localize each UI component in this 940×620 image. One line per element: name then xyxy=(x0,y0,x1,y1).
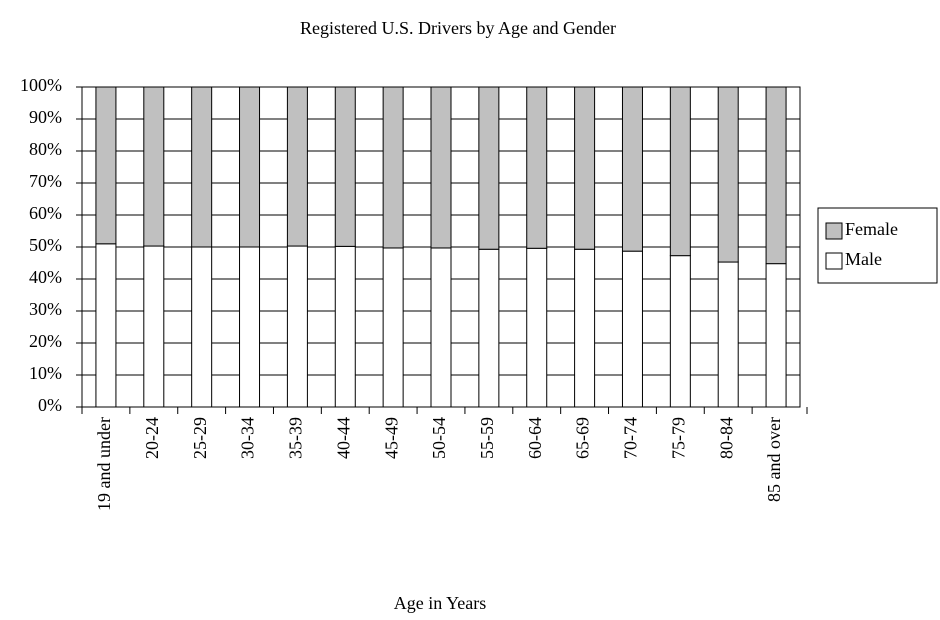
bar-segment xyxy=(669,86,691,257)
legend-label: Male xyxy=(845,249,882,269)
bar-segment xyxy=(717,86,739,263)
x-tick-label: 35-39 xyxy=(286,417,306,459)
bar-segment xyxy=(669,255,691,408)
x-tick-label: 85 and over xyxy=(764,417,784,502)
y-tick-label: 20% xyxy=(29,331,62,351)
bar-segment xyxy=(574,248,596,408)
bar-segment xyxy=(239,86,261,248)
x-tick-label: 55-59 xyxy=(477,417,497,459)
bar-segment xyxy=(765,263,787,408)
chart-title: Registered U.S. Drivers by Age and Gende… xyxy=(300,18,616,38)
x-tick-label: 40-44 xyxy=(333,417,353,459)
x-axis-label: Age in Years xyxy=(394,593,487,613)
bar-segment xyxy=(478,86,500,250)
x-tick-label: 25-29 xyxy=(190,417,210,459)
bar-segment xyxy=(191,246,213,408)
x-tick-label: 45-49 xyxy=(381,417,401,459)
x-tick-label: 80-84 xyxy=(716,417,736,459)
bar-segment xyxy=(286,245,308,408)
x-tick-label: 19 and under xyxy=(94,417,114,511)
y-tick-label: 80% xyxy=(29,139,62,159)
x-tick-label: 60-64 xyxy=(525,417,545,459)
bar-segment xyxy=(621,250,643,408)
legend-box xyxy=(817,207,938,284)
y-tick-label: 60% xyxy=(29,203,62,223)
bar-segment xyxy=(239,246,261,408)
bar-segment xyxy=(526,247,548,408)
y-tick-label: 30% xyxy=(29,299,62,319)
x-tick-label: 20-24 xyxy=(142,417,162,459)
bar-segment xyxy=(143,86,165,247)
bar-segment xyxy=(143,245,165,408)
y-tick-label: 40% xyxy=(29,267,62,287)
y-tick-label: 10% xyxy=(29,363,62,383)
bar-segment xyxy=(95,86,117,245)
legend-swatch xyxy=(825,252,843,270)
bar-segment xyxy=(334,245,356,408)
bar-segment xyxy=(526,86,548,249)
bar-segment xyxy=(430,86,452,249)
x-tick-label: 75-79 xyxy=(668,417,688,459)
bar-segment xyxy=(430,247,452,408)
bar-segment xyxy=(717,261,739,408)
bar-segment xyxy=(382,247,404,408)
y-tick-label: 0% xyxy=(38,395,62,415)
y-tick-label: 70% xyxy=(29,171,62,191)
bar-segment xyxy=(95,243,117,408)
x-tick-label: 50-54 xyxy=(429,417,449,459)
bar-segment xyxy=(382,86,404,249)
legend-label: Female xyxy=(845,219,898,239)
legend-swatch xyxy=(825,222,843,240)
x-tick-label: 65-69 xyxy=(573,417,593,459)
x-tick-label: 30-34 xyxy=(238,417,258,459)
bar-segment xyxy=(191,86,213,248)
x-tick-label: 70-74 xyxy=(621,417,641,459)
y-tick-label: 50% xyxy=(29,235,62,255)
bar-segment xyxy=(621,86,643,252)
y-tick-label: 100% xyxy=(20,75,62,95)
bar-segment xyxy=(765,86,787,265)
bar-segment xyxy=(334,86,356,247)
bar-segment xyxy=(478,248,500,408)
bar-segment xyxy=(574,86,596,250)
y-tick-label: 90% xyxy=(29,107,62,127)
bar-segment xyxy=(286,86,308,247)
